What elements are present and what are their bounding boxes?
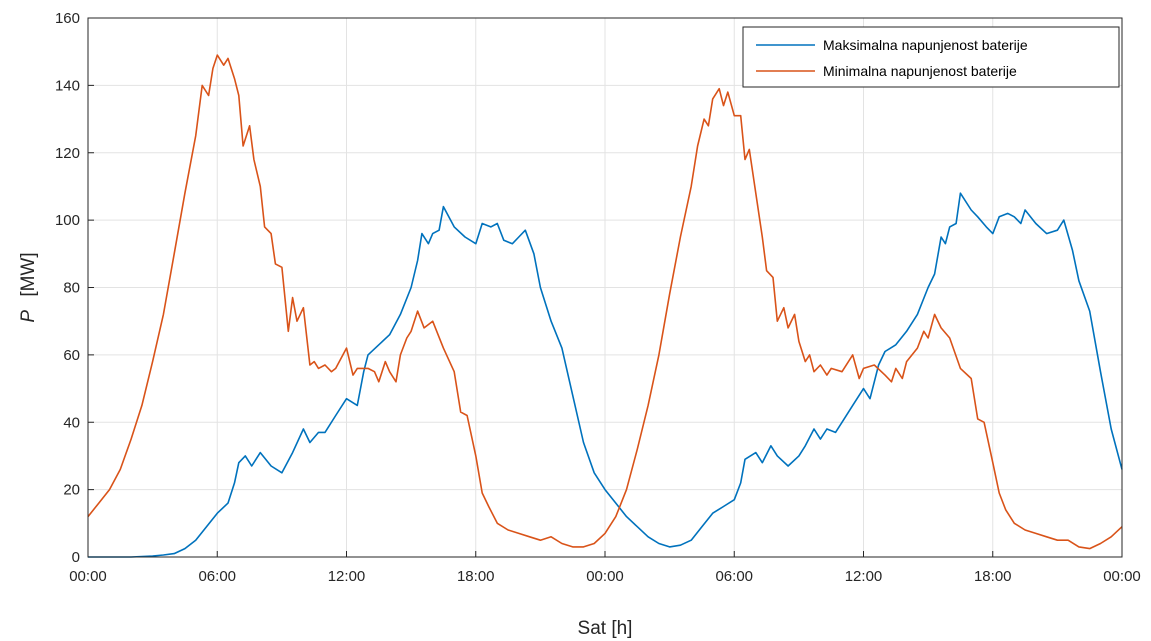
legend: Maksimalna napunjenost baterije Minimaln…: [742, 26, 1120, 88]
y-axis-title: P [MW]: [18, 252, 39, 322]
legend-box: [742, 26, 1120, 88]
x-tick-label: 00:00: [586, 568, 624, 585]
x-tick-label: 00:00: [1103, 568, 1141, 585]
x-axis-title: Sat [h]: [578, 618, 633, 639]
legend-label-max: Maksimalna napunjenost baterije: [823, 37, 1028, 53]
x-tick-label: 06:00: [198, 568, 236, 585]
series-line-1: [87, 54, 1123, 550]
x-tick-label: 12:00: [328, 568, 366, 585]
x-tick-label: 12:00: [845, 568, 883, 585]
series-line-0: [88, 192, 1123, 558]
y-tick-label: 40: [63, 414, 80, 431]
y-axis-unit: [MW]: [18, 252, 39, 296]
y-tick-label: 20: [63, 482, 80, 499]
y-tick-label: 100: [55, 212, 80, 229]
y-tick-label: 140: [55, 77, 80, 94]
legend-label-min: Minimalna napunjenost baterije: [823, 63, 1017, 79]
x-tick-label: 18:00: [457, 568, 495, 585]
y-tick-label: 80: [63, 280, 80, 297]
x-tick-label: 00:00: [69, 568, 107, 585]
x-tick-label: 18:00: [974, 568, 1012, 585]
x-axis-ticks: 00:00 06:00 12:00 18:00 00:00 06:00 12:00 18:00…: [69, 551, 1141, 585]
x-tick-label: 06:00: [715, 568, 753, 585]
series-layer: [87, 54, 1123, 558]
y-tick-label: 0: [72, 549, 80, 566]
y-tick-label: 120: [55, 145, 80, 162]
y-tick-label: 60: [63, 347, 80, 364]
y-tick-label: 160: [55, 10, 80, 27]
y-axis-symbol: P: [18, 310, 39, 323]
y-axis-ticks: 0 20 40 60 80 100 120 140 160: [55, 10, 94, 566]
